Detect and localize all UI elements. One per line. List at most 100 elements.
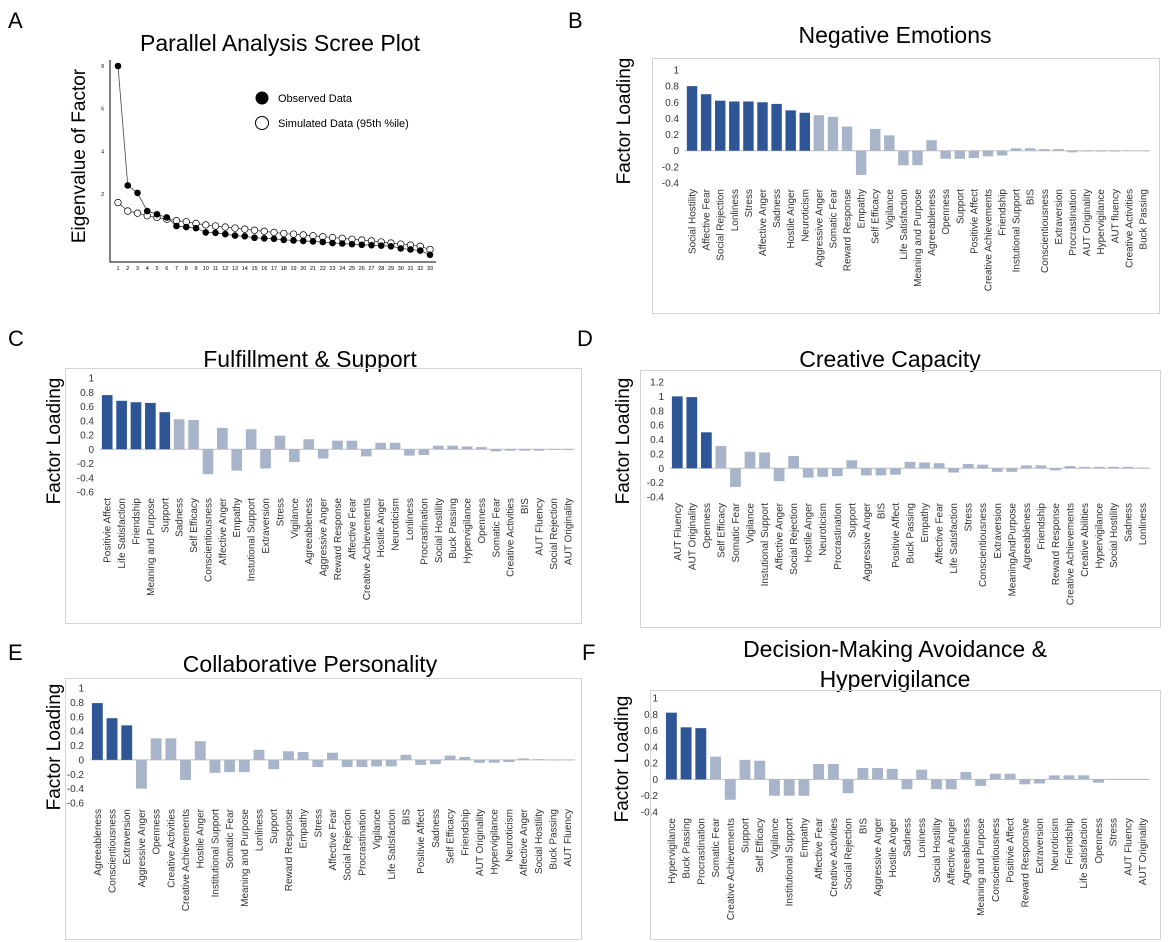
panel-f-ylabel: Factor Loading — [612, 695, 633, 823]
x-tick-label: 23 — [329, 266, 335, 272]
x-tick-label: Somatic Fear — [225, 808, 236, 868]
observed-point — [299, 237, 307, 245]
x-tick-label: BIS — [858, 818, 869, 834]
bar — [1093, 466, 1105, 469]
x-tick-label: Openness — [702, 503, 713, 549]
x-tick-label: Creative Achievements — [362, 498, 373, 600]
bar — [802, 468, 814, 478]
observed-point — [260, 235, 268, 242]
x-tick-label: Self Efficacy — [755, 818, 766, 873]
x-tick-label: Institutional Support — [210, 809, 221, 898]
observed-point — [348, 240, 356, 248]
x-tick-label: Stress — [1109, 818, 1120, 846]
bar — [202, 449, 214, 475]
x-tick-label: Empathy — [920, 503, 931, 542]
observed-point — [221, 230, 229, 238]
bar — [1078, 775, 1090, 780]
x-tick-label: Somatic Fear — [491, 497, 502, 557]
bar — [547, 759, 559, 761]
y-tick-label: 1 — [658, 392, 664, 403]
panel-a-letter: A — [8, 8, 23, 33]
y-tick-label: 1 — [88, 374, 94, 385]
x-tick-label: Neuroticism — [818, 503, 829, 556]
observed-point — [114, 62, 122, 70]
bar — [665, 712, 677, 780]
y-tick-label: 0 — [658, 464, 664, 475]
bar — [404, 449, 415, 456]
y-tick-label: 0 — [673, 146, 679, 157]
bar — [224, 759, 236, 773]
y-tick-label: 6 — [101, 107, 104, 113]
x-tick-label: 9 — [194, 266, 197, 272]
bar — [415, 759, 427, 765]
observed-point — [270, 235, 278, 243]
y-tick-label: -0.2 — [77, 459, 95, 470]
bar — [1050, 468, 1061, 471]
panel-c-ylabel: Factor Loading — [44, 377, 65, 505]
legend-observed-label: Observed Data — [278, 93, 353, 105]
bar — [842, 779, 854, 794]
simulated-point — [133, 209, 142, 217]
x-tick-label: Openness — [941, 189, 952, 235]
bar — [783, 779, 795, 796]
observed-point — [358, 241, 366, 249]
x-tick-label: Procrastination — [696, 818, 707, 885]
y-tick-label: 0.2 — [80, 431, 94, 442]
x-tick-label: Agreeableness — [927, 189, 938, 256]
bar — [991, 468, 1003, 472]
bar — [173, 419, 185, 450]
x-tick-label: Hostile Anger — [804, 502, 815, 562]
bar — [898, 150, 909, 166]
x-tick-label: Lonliness — [1138, 503, 1149, 545]
x-tick-label: Agreeableness — [304, 498, 315, 565]
panel-b-title: Negative Emotions — [798, 22, 992, 48]
bar — [1079, 466, 1090, 469]
bar — [841, 126, 853, 151]
x-tick-label: 16 — [261, 266, 267, 272]
x-tick-label: Agreeableness — [961, 818, 972, 885]
x-tick-label: Creative Achievements — [726, 818, 737, 920]
x-tick-label: Extraversion — [122, 809, 133, 865]
x-tick-label: Somatic Fear — [731, 502, 742, 562]
x-tick-label: Lonliness — [255, 809, 266, 851]
observed-point — [134, 189, 141, 197]
observed-point — [319, 238, 327, 246]
bar — [429, 759, 441, 765]
x-tick-label: Aggressive Anger — [814, 188, 825, 267]
y-tick-label: -0.2 — [641, 791, 659, 802]
x-tick-label: Creative Achievements — [181, 809, 192, 911]
bar — [945, 779, 957, 790]
x-tick-label: 3 — [136, 266, 139, 272]
x-tick-label: Creative Activities — [829, 818, 840, 897]
legend-simulated-marker — [255, 116, 269, 130]
x-tick-label: Somatic Fear — [828, 188, 839, 248]
x-tick-label: Procrastination — [1068, 189, 1079, 256]
bar — [968, 150, 980, 158]
x-tick-label: 33 — [427, 266, 433, 272]
observed-point — [173, 222, 180, 230]
bar — [217, 427, 228, 450]
x-tick-label: Affective Anger — [519, 808, 530, 876]
x-tick-label: Agreeableness — [1022, 503, 1033, 570]
x-tick-label: Extraversion — [1035, 818, 1046, 874]
x-tick-label: 4 — [146, 266, 149, 272]
x-tick-label: Support — [741, 818, 752, 853]
x-tick-label: 5 — [155, 266, 158, 272]
bar — [757, 102, 768, 151]
bar — [447, 445, 458, 450]
x-tick-label: Friendship — [460, 809, 471, 856]
bar — [1064, 466, 1076, 469]
x-tick-label: Neuroticism — [800, 189, 811, 242]
bar — [1137, 467, 1149, 469]
bar — [341, 759, 353, 768]
y-tick-label: 0.2 — [70, 741, 84, 752]
x-tick-label: 26 — [359, 266, 365, 272]
bar — [671, 396, 683, 469]
y-tick-label: -0.2 — [662, 162, 680, 173]
bar — [548, 449, 559, 450]
x-tick-label: Neuroticism — [391, 498, 402, 551]
x-tick-label: AUT Originality — [687, 503, 698, 570]
x-tick-label: Hypervigilance — [667, 818, 678, 884]
bar — [180, 759, 191, 780]
